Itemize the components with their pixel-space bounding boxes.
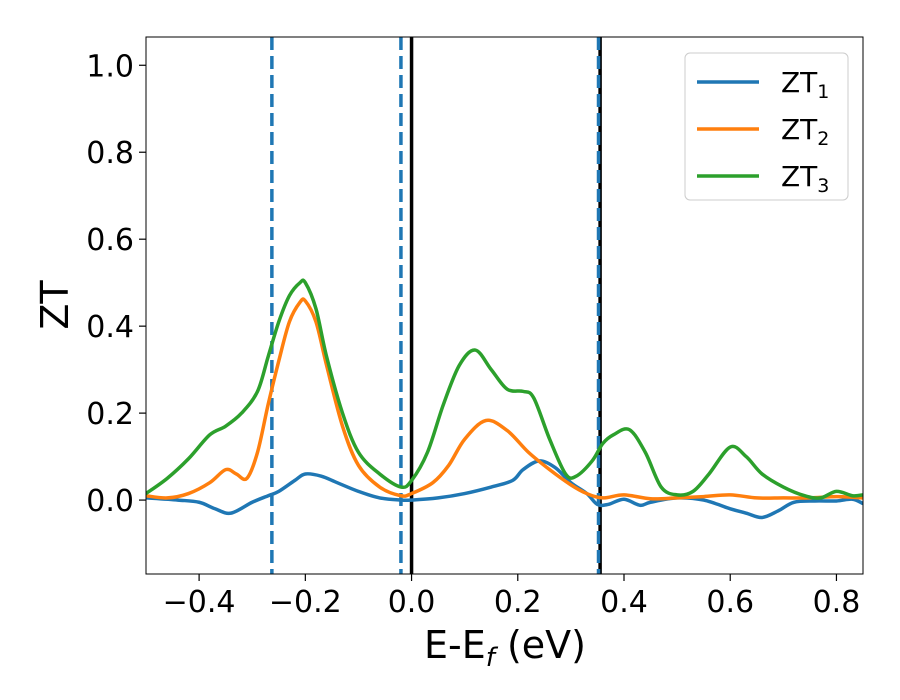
y-tick-label: 0.4 xyxy=(86,310,134,345)
y-tick-label: 0.0 xyxy=(86,484,134,519)
series-line-zt2 xyxy=(146,297,863,501)
x-tick-label: 0.0 xyxy=(388,585,436,620)
x-axis-label: E-Ef (eV) xyxy=(424,623,586,673)
y-tick-label: 0.8 xyxy=(86,136,134,171)
y-axis-label: ZT xyxy=(33,280,77,330)
x-tick-label: 0.6 xyxy=(706,585,754,620)
y-tick-label: 0.6 xyxy=(86,223,134,258)
plot-frame xyxy=(145,36,864,575)
x-tick-label: 0.4 xyxy=(600,585,648,620)
y-tick-label: 1.0 xyxy=(86,49,134,84)
legend-label-zt2: ZT2 xyxy=(781,113,829,150)
legend-label-zt1: ZT1 xyxy=(781,66,829,103)
legend-label-zt3: ZT3 xyxy=(781,160,829,197)
x-tick-label: 0.2 xyxy=(494,585,542,620)
series-line-zt1 xyxy=(146,459,863,520)
series-line-zt3 xyxy=(146,278,863,500)
x-tick-label: −0.2 xyxy=(269,585,342,620)
legend: ZT1 ZT2 ZT3 xyxy=(684,52,849,201)
x-tick-label: −0.4 xyxy=(163,585,236,620)
y-tick-label: 0.2 xyxy=(86,397,134,432)
legend-box xyxy=(684,52,849,201)
x-tick-label: 0.8 xyxy=(813,585,861,620)
